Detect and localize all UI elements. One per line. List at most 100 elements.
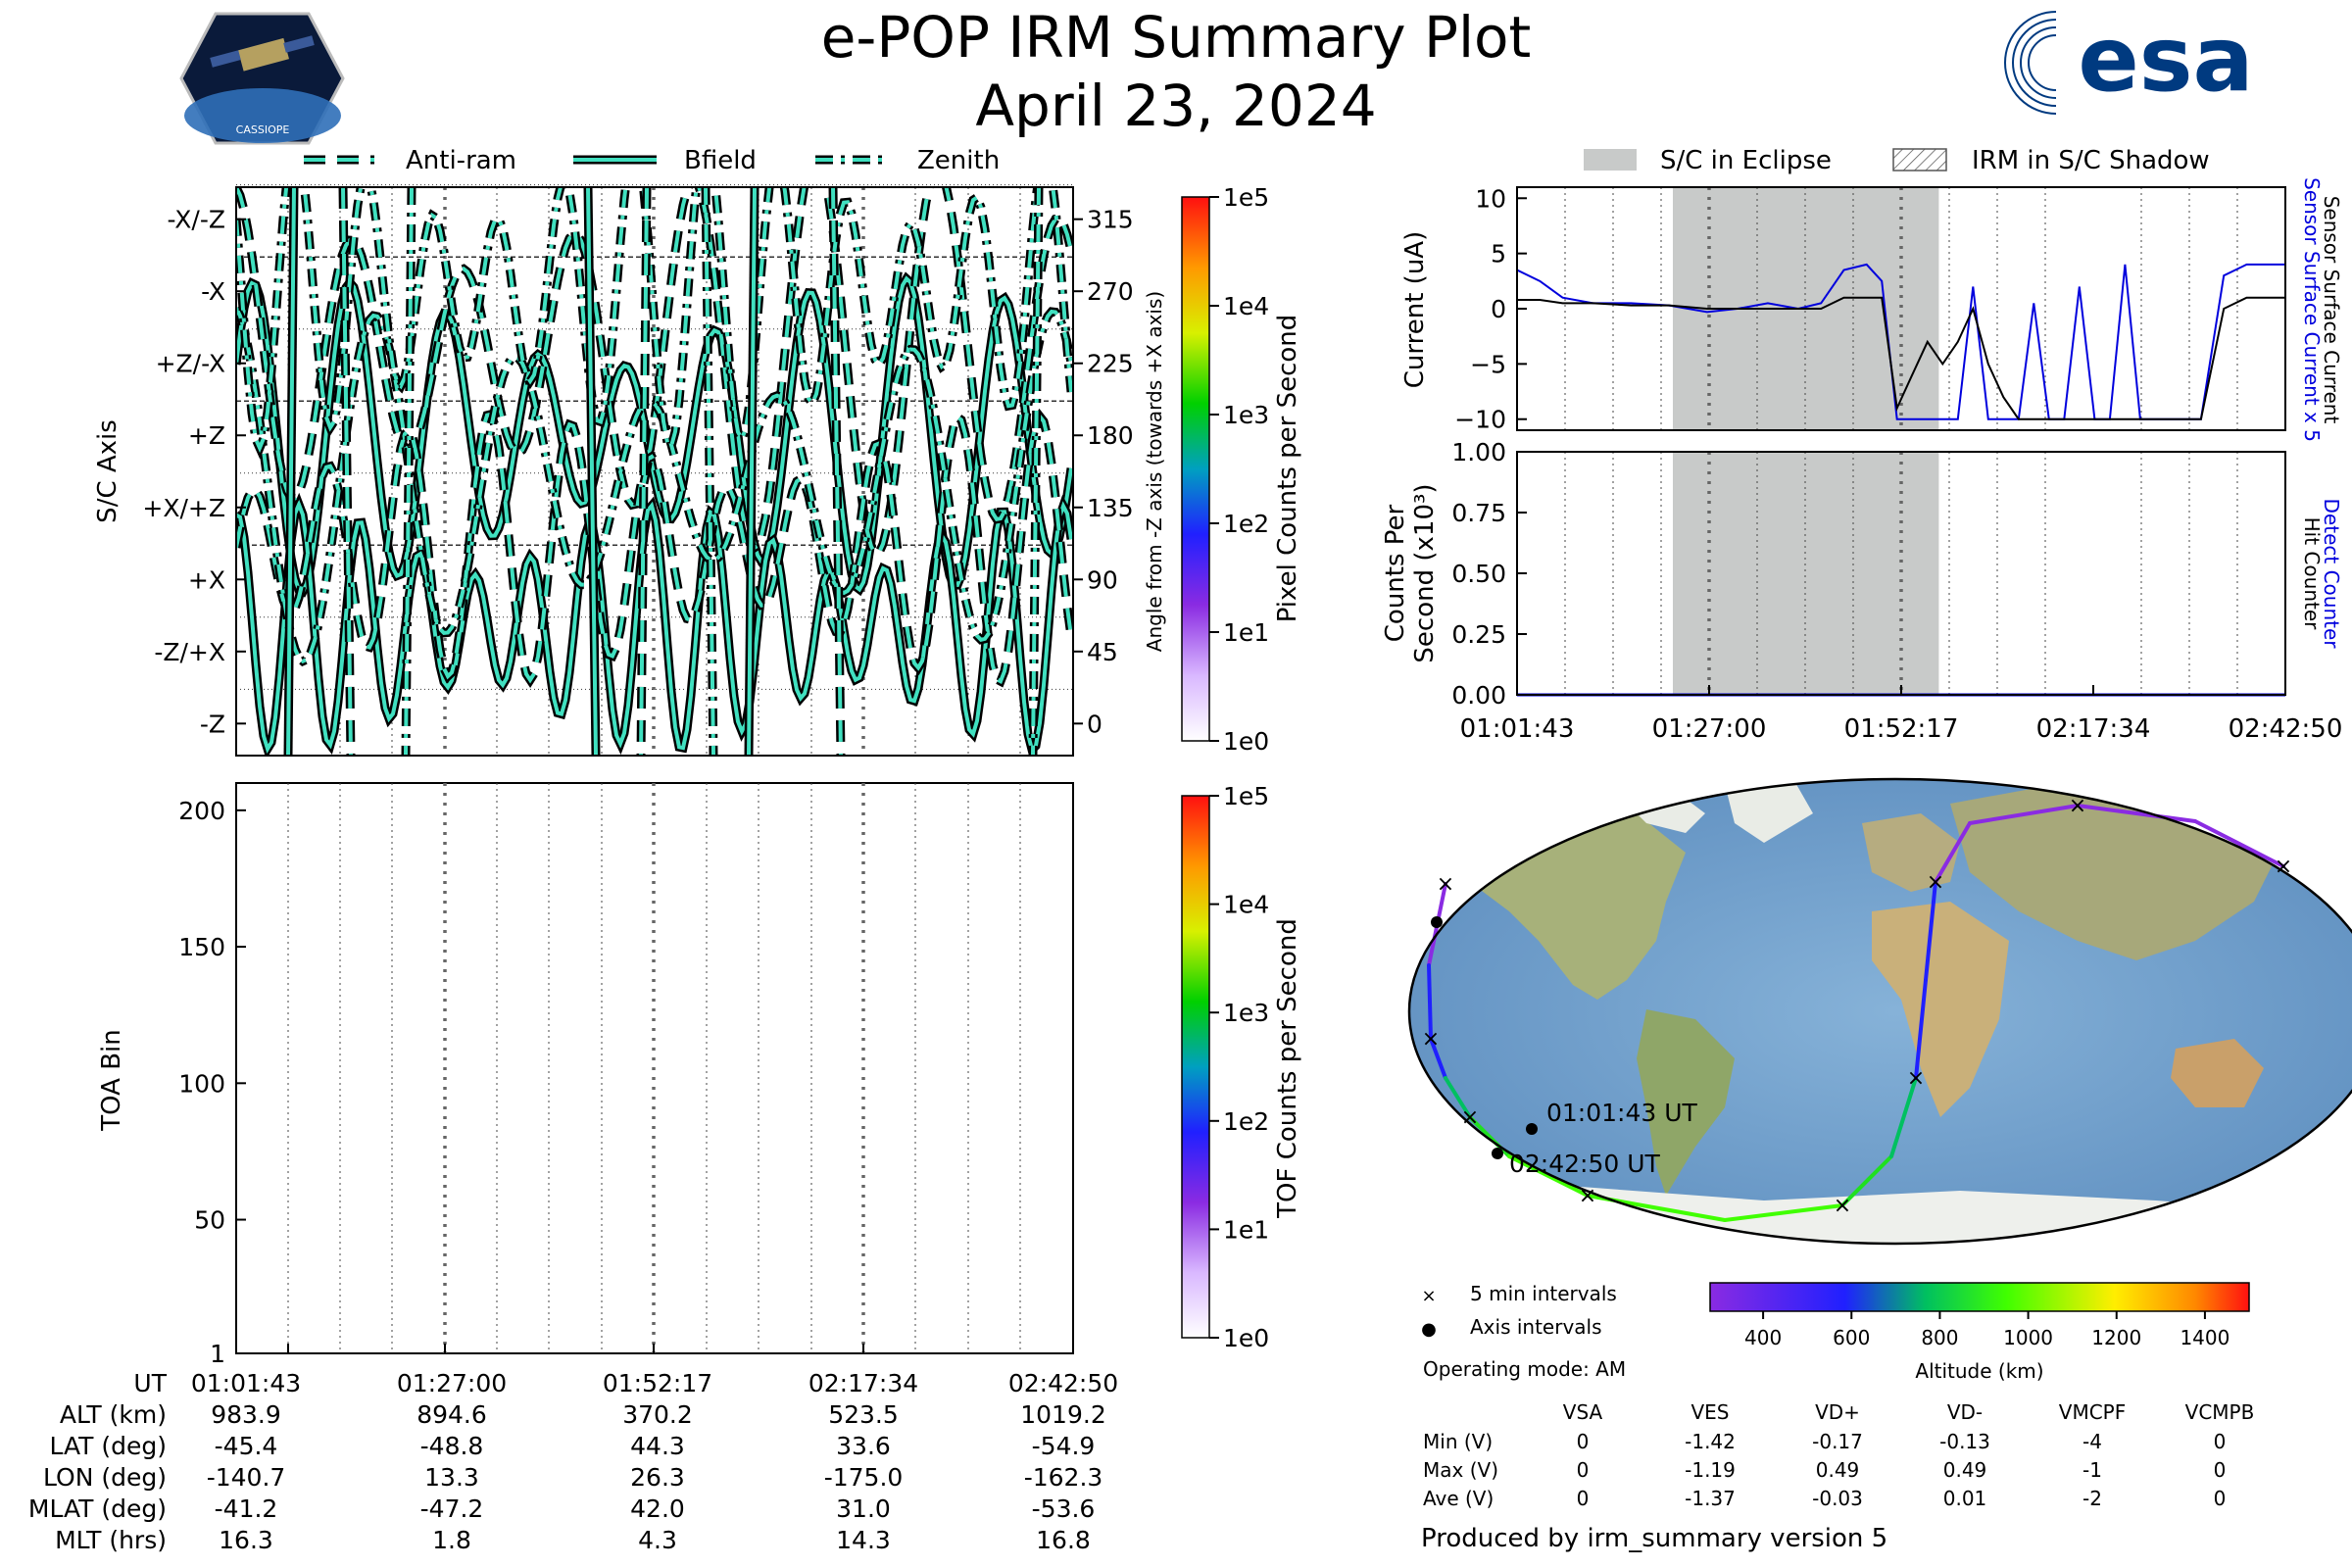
axis-crossing-trace-fill — [1031, 187, 1041, 756]
voltage-cell: -0.17 — [1812, 1430, 1863, 1453]
axis-interval-marker — [1492, 1148, 1503, 1159]
time-tick-label: 01:01:43 — [1460, 714, 1575, 744]
colorbar-tick: 1e2 — [1223, 510, 1269, 538]
ephemeris-cell: 13.3 — [424, 1463, 479, 1492]
orbit-segment — [1924, 880, 1937, 982]
eclipse-shade — [1672, 452, 1939, 695]
counts-right-label-black: Hit Counter — [2300, 517, 2324, 630]
sc-axis-category-tick: -X — [201, 277, 225, 306]
voltage-header: VCMPB — [2185, 1400, 2255, 1424]
axis-crossing-trace-fill — [704, 187, 715, 756]
counts-tick-label: 0.50 — [1451, 560, 1506, 588]
counts-tick-label: 0.75 — [1451, 499, 1506, 527]
sc-axis-category-tick: +X — [188, 565, 225, 594]
current-tick-label: −10 — [1454, 406, 1506, 434]
ephemeris-cell: 894.6 — [416, 1400, 487, 1429]
orbit-segment — [1934, 821, 1972, 884]
ephemeris-cell: 26.3 — [630, 1463, 685, 1492]
altitude-tick-label: 1400 — [2180, 1326, 2230, 1349]
voltage-row-label: Ave (V) — [1423, 1487, 1494, 1510]
orbit-segment — [1444, 1076, 1472, 1119]
legend-anti-ram-label: Anti-ram — [406, 146, 516, 175]
sc-axis-angle-tick: 45 — [1087, 638, 1118, 666]
colorbar-tick: 1e2 — [1223, 1107, 1269, 1136]
voltage-table: VSA VES VD+ VD- VMCPF VCMPB Min (V) 0 -1.42 -0.17… — [1423, 1400, 2254, 1510]
colorbar-tick: 1e0 — [1223, 1324, 1269, 1352]
orbit-segment — [1723, 1203, 1844, 1222]
voltage-cell: 0 — [1577, 1458, 1590, 1482]
current-panel: 10 5 0 −5 −10 Current (uA) Sensor Surface Cu… — [1400, 177, 2343, 442]
current-right-label-black: Sensor Surface Current — [2320, 196, 2343, 424]
axis-crossing-trace-fill — [341, 187, 353, 756]
orbit-segment — [1429, 1037, 1447, 1080]
altitude-colorbar-label: Altitude (km) — [1915, 1359, 2043, 1383]
voltage-row-label: Max (V) — [1423, 1458, 1498, 1482]
altitude-colorbar: 400 600 800 1000 1200 1400 Altitude (km) — [1709, 1282, 2250, 1383]
ephemeris-cell: -48.8 — [420, 1432, 484, 1460]
voltage-header: VSA — [1563, 1400, 1603, 1424]
voltage-cell: -1.19 — [1685, 1458, 1736, 1482]
ephemeris-cell: 4.3 — [638, 1526, 677, 1554]
voltage-cell: 0 — [2214, 1458, 2227, 1482]
colorbar-tick: 1e3 — [1223, 999, 1269, 1027]
sc-axis-ylabel: S/C Axis — [93, 419, 122, 523]
toa-tick-label: 200 — [178, 797, 225, 825]
current-right-label-blue: Sensor Surface Current x 5 — [2300, 177, 2324, 442]
sc-axis-category-tick: +Z/-X — [156, 350, 225, 378]
counts-tick-label: 1.00 — [1451, 438, 1506, 466]
colorbar-tick: 1e4 — [1223, 891, 1269, 919]
ephemeris-cell: -41.2 — [215, 1494, 278, 1523]
current-tick-label: −5 — [1470, 350, 1506, 378]
sc-axis-category-tick: +Z — [188, 421, 225, 450]
legend-zenith-label: Zenith — [917, 146, 1000, 175]
axis-interval-marker — [1526, 1123, 1538, 1135]
esa-logo: esa — [2004, 7, 2254, 118]
ephemeris-cell: 01:01:43 — [191, 1369, 301, 1397]
counts-ylabel-1: Counts Per — [1381, 504, 1410, 642]
ephemeris-cell: 44.3 — [630, 1432, 685, 1460]
legend-eclipse-label: S/C in Eclipse — [1660, 146, 1832, 175]
toa-gridlines — [287, 783, 1021, 1353]
altitude-tick-label: 1000 — [2003, 1326, 2053, 1349]
colorbar-tick: 1e0 — [1223, 727, 1269, 756]
ephemeris-cell: 02:17:34 — [808, 1369, 918, 1397]
logo-caption: CASSIOPE — [236, 123, 290, 136]
counts-right-label-blue: Detect Counter — [2320, 499, 2343, 650]
header: CASSIOPE e-POP IRM Summary Plot April 23… — [179, 4, 2254, 145]
voltage-header: VD- — [1947, 1400, 1983, 1424]
voltage-cell: -1.37 — [1685, 1487, 1736, 1510]
voltage-header: VMCPF — [2059, 1400, 2126, 1424]
voltage-header: VES — [1690, 1400, 1729, 1424]
ephemeris-table: UT ALT (km) LAT (deg) LON (deg)MLAT (deg) ML… — [28, 1369, 1118, 1554]
ephemeris-cell: 14.3 — [836, 1526, 891, 1554]
page-title: e-POP IRM Summary Plot — [821, 4, 1532, 71]
voltage-cell: 0.49 — [1943, 1458, 1987, 1482]
axis-crossing-trace-fill — [404, 187, 414, 756]
ephemeris-cell: 1019.2 — [1020, 1400, 1105, 1429]
colorbar-tick: 1e1 — [1223, 1215, 1269, 1244]
ephemeris-cell: 16.8 — [1036, 1526, 1091, 1554]
voltage-cell: -0.13 — [1939, 1430, 1990, 1453]
counts-ylabel-2: Second (x10³) — [1410, 483, 1440, 662]
altitude-tick-label: 600 — [1833, 1326, 1870, 1349]
ephemeris-cell: -140.7 — [207, 1463, 286, 1492]
ephemeris-row-label: LON (deg) — [43, 1463, 167, 1492]
sc-axis-category-tick: -Z/+X — [154, 638, 225, 666]
ephemeris-row-label: MLT (hrs) — [55, 1526, 167, 1554]
counts-tick-label: 0.25 — [1451, 620, 1506, 649]
sc-axis-y2label: Angle from -Z axis (towards +X axis) — [1143, 291, 1166, 652]
tof-colorbar: 1e0 1e1 1e2 1e3 1e4 1e5 TOF Counts per Second — [1181, 782, 1302, 1352]
ephemeris-cell: -54.9 — [1032, 1432, 1096, 1460]
five-min-marker: × — [1437, 872, 1454, 897]
sc-axis-angle-tick: 180 — [1087, 421, 1134, 450]
orbit-map: ×××× ××××× 01:01:43 UT 02:42:50 UT — [1407, 777, 2352, 1246]
sc-axis-left-ticks: -Z -Z/+X +X +X/+Z +Z +Z/-X -X -X/-Z — [142, 206, 246, 738]
current-tick-label: 5 — [1491, 240, 1506, 269]
map-legend: × 5 min intervals ● Axis intervals Opera… — [1421, 1282, 1626, 1381]
orbit-segment — [1507, 1154, 1590, 1198]
axis-crossing-trace-fill — [747, 187, 757, 756]
sc-axis-category-tick: +X/+Z — [142, 494, 225, 522]
voltage-cell: 0.49 — [1816, 1458, 1860, 1482]
ephemeris-cell: 02:42:50 — [1008, 1369, 1118, 1397]
